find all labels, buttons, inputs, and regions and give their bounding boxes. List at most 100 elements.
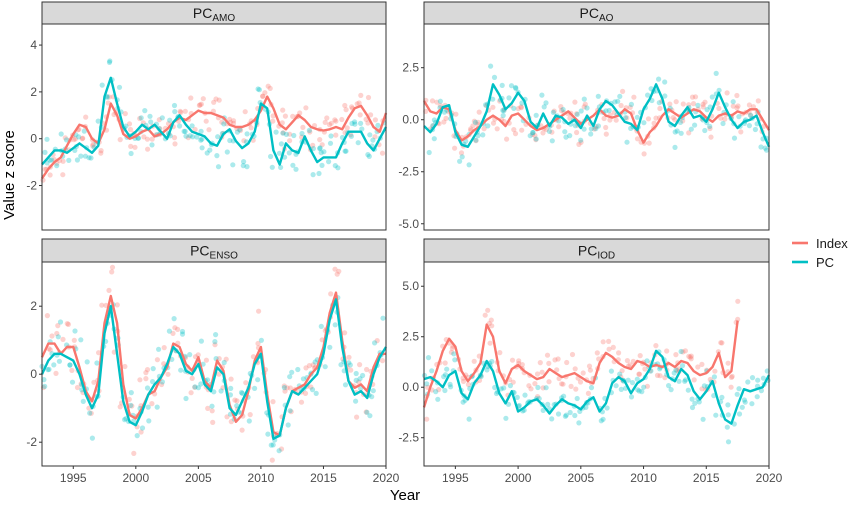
data-point-pc — [234, 129, 240, 135]
data-point-index — [71, 137, 77, 143]
data-point-pc — [549, 138, 555, 144]
data-point-index — [729, 373, 735, 379]
data-point-pc — [56, 358, 63, 364]
data-point-pc — [211, 389, 217, 395]
data-point-pc — [618, 386, 624, 392]
data-point-pc — [355, 140, 361, 146]
data-point-pc — [67, 362, 73, 368]
data-point-pc — [316, 170, 322, 177]
data-point-pc — [672, 129, 678, 135]
data-point-index — [62, 135, 68, 141]
data-point-pc — [508, 83, 515, 89]
data-point-pc — [533, 112, 539, 118]
data-point-pc — [358, 385, 364, 392]
data-point-pc — [562, 413, 569, 419]
data-point-index — [601, 115, 607, 122]
data-point-index — [631, 94, 637, 100]
data-point-pc — [187, 133, 193, 139]
data-point-pc — [372, 340, 378, 346]
data-point-pc — [674, 128, 680, 134]
data-point-pc — [270, 442, 276, 448]
data-point-index — [122, 363, 128, 370]
data-point-pc — [501, 385, 507, 391]
data-point-index — [587, 367, 594, 373]
data-point-pc — [598, 418, 604, 424]
data-point-pc — [145, 404, 151, 410]
data-point-pc — [689, 404, 696, 411]
data-point-pc — [369, 394, 375, 400]
data-point-pc — [539, 92, 545, 98]
data-point-index — [189, 375, 195, 381]
y-tick-label: 2 — [30, 299, 37, 313]
data-point-index — [363, 409, 369, 415]
data-point-pc — [192, 384, 198, 390]
data-point-index — [722, 116, 728, 122]
data-point-index — [429, 98, 436, 104]
data-point-index — [606, 346, 612, 352]
data-point-index — [475, 119, 481, 125]
data-point-index — [334, 271, 340, 277]
data-point-index — [569, 351, 576, 358]
data-point-index — [453, 111, 459, 117]
data-point-pc — [69, 379, 76, 385]
data-point-index — [607, 117, 613, 123]
data-point-index — [627, 104, 633, 110]
data-point-index — [131, 450, 137, 456]
data-point-index — [99, 302, 105, 308]
data-point-pc — [318, 150, 324, 156]
data-point-index — [60, 336, 66, 342]
data-point-pc — [322, 364, 328, 370]
data-point-index — [44, 313, 51, 319]
data-point-index — [185, 135, 191, 141]
data-point-pc — [549, 416, 555, 422]
data-point-pc — [194, 134, 200, 140]
data-point-index — [205, 405, 211, 411]
data-point-pc — [178, 367, 184, 373]
x-tick-label: 2000 — [505, 471, 532, 485]
data-point-index — [72, 136, 78, 142]
data-point-index — [519, 127, 525, 133]
data-point-index — [682, 348, 689, 354]
data-point-pc — [451, 351, 457, 357]
data-point-pc — [678, 130, 684, 136]
facet-title: PCENSO — [190, 243, 238, 262]
data-point-index — [280, 107, 286, 113]
data-point-index — [537, 360, 543, 366]
data-point-pc — [448, 384, 454, 390]
data-point-pc — [702, 127, 708, 134]
data-point-index — [578, 139, 584, 145]
data-point-pc — [172, 109, 178, 115]
data-point-index — [280, 130, 286, 136]
data-point-index — [572, 99, 578, 105]
data-point-index — [282, 113, 288, 119]
data-point-pc — [347, 362, 353, 368]
data-point-index — [60, 172, 66, 178]
y-tick-label: -2.5 — [398, 165, 419, 179]
data-point-index — [322, 119, 328, 125]
data-point-pc — [154, 404, 160, 410]
data-point-index — [539, 369, 545, 375]
data-point-index — [230, 118, 237, 124]
data-point-pc — [319, 162, 325, 168]
data-point-index — [90, 143, 96, 149]
panel-amo: PCAMO -2 0 2 4 — [26, 1, 388, 231]
data-point-index — [534, 371, 541, 377]
data-point-pc — [290, 162, 296, 168]
data-point-pc — [159, 115, 165, 121]
data-point-pc — [204, 150, 210, 156]
data-point-pc — [99, 82, 105, 88]
data-point-index — [738, 129, 744, 135]
data-point-pc — [485, 123, 491, 129]
data-point-index — [220, 385, 226, 391]
facet-title: PCIOD — [578, 243, 615, 262]
data-point-pc — [441, 109, 447, 115]
data-point-pc — [606, 107, 612, 114]
data-point-pc — [514, 394, 520, 400]
data-point-index — [526, 383, 532, 389]
plot-area — [42, 262, 386, 466]
data-point-pc — [312, 359, 318, 365]
data-point-index — [83, 114, 89, 120]
data-point-pc — [177, 123, 183, 129]
data-point-index — [700, 101, 706, 107]
data-point-pc — [138, 115, 144, 121]
